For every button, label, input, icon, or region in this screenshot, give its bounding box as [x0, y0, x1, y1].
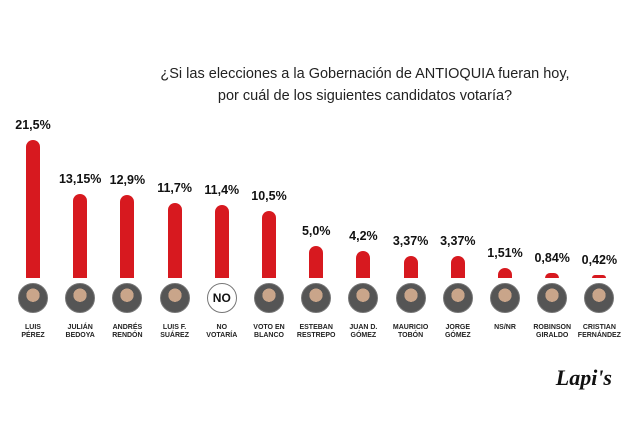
candidate-avatar [159, 283, 190, 313]
bar [403, 256, 418, 278]
source-logo: Lapi's [555, 365, 612, 390]
candidate-avatar [18, 283, 48, 313]
value-label: 0,84% [534, 250, 570, 265]
bar [356, 251, 371, 278]
value-label: 5,0% [301, 223, 331, 238]
value-label: 1,51% [487, 246, 523, 261]
candidate-avatar [254, 283, 284, 313]
candidate-avatar [348, 283, 379, 313]
value-label: 12,9% [109, 173, 146, 188]
candidate-avatar [112, 283, 143, 313]
bar [592, 275, 607, 278]
candidate-avatar: NO [206, 283, 237, 313]
category-label: ROBINSON GIRALDO [533, 324, 572, 339]
bar [167, 202, 182, 278]
bar [73, 193, 88, 278]
value-label: 11,7% [157, 180, 192, 195]
bar [214, 204, 229, 278]
value-label: 21,5% [15, 118, 51, 132]
bar [309, 245, 324, 278]
category-label: CRISTIAN FERNÁNDEZ [577, 324, 621, 339]
category-label: JUAN D. GÓMEZ [349, 324, 378, 339]
category-label: JULIÁN BEDOYA [65, 324, 95, 339]
value-label: 3,37% [440, 234, 476, 249]
bar [262, 210, 276, 278]
chart-title: por cuál de los siguientes candidatos vo… [217, 88, 513, 104]
value-label: 13,15% [58, 171, 102, 186]
bar [26, 140, 40, 278]
bar [120, 195, 135, 278]
value-label: 3,37% [392, 234, 429, 249]
chart-title: ¿Si las elecciones a la Gobernación de A… [160, 66, 570, 82]
value-label: 4,2% [349, 229, 378, 244]
candidate-avatar [584, 283, 615, 313]
bar [498, 268, 512, 278]
category-label: ESTEBAN RESTREPO [296, 324, 336, 339]
category-label: MAURICIO TOBÓN [392, 324, 429, 339]
category-label: NO VOTARÍA [206, 324, 238, 339]
category-label: VOTO EN BLANCO [253, 324, 285, 339]
candidate-avatar [442, 283, 473, 313]
candidate-avatar [537, 283, 568, 313]
candidate-avatar [301, 283, 332, 313]
candidate-avatar [65, 283, 96, 313]
bar [450, 256, 465, 278]
candidate-avatar [395, 283, 426, 313]
category-label: NS/NR [494, 324, 516, 331]
bar [545, 272, 560, 278]
category-label: ANDRÉS RENDÓN [112, 324, 143, 339]
value-label: 10,5% [251, 188, 287, 203]
category-label: JORGE GÓMEZ [444, 324, 471, 339]
category-label: LUIS F. SUÁREZ [160, 324, 189, 339]
value-label: 11,4% [204, 182, 240, 197]
value-label: 0,42% [581, 253, 618, 268]
category-label: LUIS PÉREZ [21, 324, 45, 339]
candidate-avatar [490, 283, 520, 313]
